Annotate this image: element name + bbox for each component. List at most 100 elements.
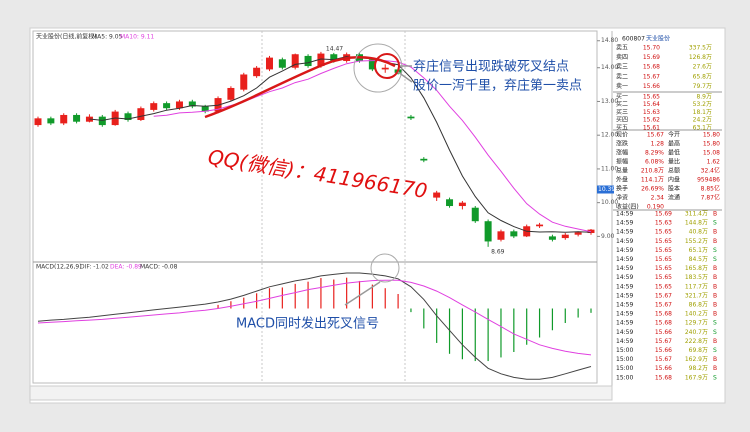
trade-time: 15:00: [616, 365, 633, 372]
trade-price: 15.66: [655, 347, 672, 354]
stat-value: 8.29%: [645, 150, 664, 157]
toolbar[interactable]: [29, 385, 613, 401]
stat-label: 总量: [616, 167, 628, 175]
trade-side: B: [713, 265, 717, 272]
candle-body: [60, 114, 68, 124]
price: 15.70: [643, 45, 660, 52]
stat-label: 收益(四): [616, 203, 639, 211]
price: 15.62: [643, 117, 660, 124]
trade-volume: 183.5万: [685, 274, 708, 281]
candle-body: [561, 234, 569, 239]
candle-body: [47, 118, 55, 124]
stock-name: 天业股份: [646, 35, 670, 43]
trade-volume: 162.9万: [685, 356, 708, 363]
candle-body: [497, 231, 505, 240]
trade-side: S: [713, 220, 717, 227]
trade-time: 15:00: [616, 347, 633, 354]
stat-label: 涨跌: [616, 140, 628, 148]
stat-label: 总额: [668, 167, 680, 175]
trade-time: 14:59: [616, 338, 633, 345]
volume: 337.5万: [689, 45, 712, 52]
price: 15.63: [643, 109, 660, 116]
stat-label: 换手: [616, 185, 628, 193]
candle-body: [574, 232, 582, 235]
trade-volume: 311.4万: [685, 211, 708, 218]
trade-price: 15.65: [655, 265, 672, 272]
trade-volume: 167.9万: [685, 374, 708, 381]
legend-entry: DIF: -1.02: [80, 264, 109, 271]
stat-value: 15.80: [703, 132, 720, 139]
stat-value: 26.69%: [641, 186, 664, 193]
volume: 126.8万: [689, 54, 712, 61]
label: 卖四: [616, 54, 628, 61]
highlight-circle: [370, 253, 400, 283]
trade-volume: 321.7万: [685, 292, 708, 299]
trade-time: 14:59: [616, 229, 633, 236]
trade-price: 15.67: [655, 292, 672, 299]
y-tick-label: 12.00: [601, 132, 618, 139]
candle-body: [240, 74, 248, 90]
y-tick-label: 11.00: [601, 165, 618, 172]
y-tick-label: 9.00: [601, 233, 615, 240]
candle-body: [265, 57, 273, 70]
candle-body: [484, 221, 492, 242]
trade-volume: 155.2万: [685, 238, 708, 245]
candle-body: [407, 116, 415, 119]
trade-price: 15.68: [655, 311, 672, 318]
stat-value: 210.8万: [641, 168, 664, 175]
label: 买三: [616, 108, 628, 116]
trade-time: 14:59: [616, 220, 633, 227]
price-tag: [597, 185, 614, 194]
trade-volume: 40.8万: [689, 229, 708, 236]
label: 买五: [616, 123, 628, 131]
stat-label: 振幅: [616, 158, 628, 166]
trade-volume: 222.8万: [685, 338, 708, 345]
trade-time: 15:00: [616, 356, 633, 363]
trade-side: B: [713, 302, 717, 309]
max-label: 14.47: [326, 45, 343, 52]
candle-body: [330, 54, 338, 61]
annotation: MACD同时发出死叉信号: [236, 316, 379, 332]
label: 买二: [616, 100, 628, 108]
candle-body: [458, 202, 466, 207]
volume: 79.7万: [693, 83, 712, 90]
candle-body: [227, 87, 235, 100]
indicator-line: [153, 60, 592, 233]
stat-value: 1.62: [707, 159, 721, 166]
trade-price: 15.65: [655, 283, 672, 290]
trade-side: S: [713, 247, 717, 254]
pointer-line: [344, 65, 413, 306]
trade-side: S: [713, 347, 717, 354]
trade-volume: 65.1万: [689, 247, 708, 254]
volume: 53.2万: [693, 101, 712, 108]
stock-code: 600807: [622, 36, 645, 43]
trade-side: B: [713, 356, 717, 363]
candle-body: [381, 67, 389, 70]
volume: 18.1万: [693, 109, 712, 116]
y-tick-label: 14.00: [601, 64, 618, 71]
y-tick-label: 10.00: [601, 199, 618, 206]
trade-time: 14:59: [616, 265, 633, 272]
trade-time: 14:59: [616, 256, 633, 263]
price: 15.67: [643, 73, 660, 80]
trade-time: 14:59: [616, 302, 633, 309]
label: 卖一: [616, 83, 628, 90]
candle-body: [317, 53, 325, 67]
trade-volume: 144.8万: [685, 220, 708, 227]
trade-price: 15.68: [655, 320, 672, 327]
candle-body: [278, 59, 286, 68]
y-tick-label: 13.00: [601, 98, 618, 105]
stat-value: 114.1万: [641, 177, 664, 184]
stat-label: 现价: [616, 132, 628, 139]
trade-side: B: [713, 311, 717, 318]
candle-body: [548, 236, 556, 240]
trade-volume: 165.8万: [685, 265, 708, 272]
price: 15.65: [643, 94, 660, 101]
stat-label: 流通: [668, 194, 680, 202]
trade-time: 14:59: [616, 329, 633, 336]
legend-entry: MA5: 9.05: [92, 34, 123, 41]
trade-side: B: [713, 292, 717, 299]
candle-body: [446, 199, 454, 207]
